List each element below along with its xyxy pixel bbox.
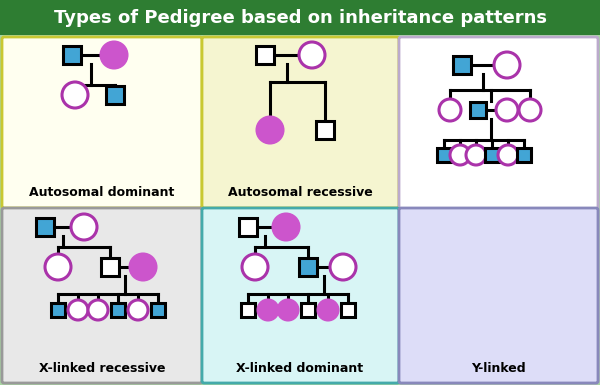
FancyBboxPatch shape (2, 208, 202, 383)
Bar (437, 148, 451, 162)
Circle shape (494, 52, 520, 78)
Circle shape (258, 300, 278, 320)
Circle shape (278, 300, 298, 320)
Circle shape (330, 254, 356, 280)
Circle shape (450, 145, 470, 165)
Circle shape (242, 254, 268, 280)
Circle shape (45, 254, 71, 280)
Bar (111, 303, 125, 317)
Circle shape (130, 254, 156, 280)
Bar (316, 121, 334, 139)
Bar (341, 303, 355, 317)
Bar (517, 148, 531, 162)
FancyBboxPatch shape (2, 37, 202, 208)
Circle shape (496, 99, 518, 121)
Circle shape (128, 300, 148, 320)
FancyBboxPatch shape (202, 208, 399, 383)
Bar (485, 148, 499, 162)
Text: Autosomal recessive: Autosomal recessive (227, 186, 373, 199)
Circle shape (299, 42, 325, 68)
FancyBboxPatch shape (202, 37, 399, 208)
Circle shape (62, 82, 88, 108)
Bar (299, 258, 317, 276)
Bar (36, 218, 54, 236)
Circle shape (466, 145, 486, 165)
Text: Y-linked: Y-linked (470, 362, 526, 375)
Text: Types of Pedigree based on inheritance patterns: Types of Pedigree based on inheritance p… (53, 9, 547, 27)
Circle shape (519, 99, 541, 121)
Text: X-linked recessive: X-linked recessive (39, 362, 165, 375)
Circle shape (88, 300, 108, 320)
Bar (101, 258, 119, 276)
Bar (239, 218, 257, 236)
Bar (51, 303, 65, 317)
FancyBboxPatch shape (399, 37, 598, 383)
Circle shape (257, 117, 283, 143)
Bar (241, 303, 255, 317)
Circle shape (101, 42, 127, 68)
Circle shape (273, 214, 299, 240)
Bar (151, 303, 165, 317)
Bar (106, 86, 124, 104)
Circle shape (498, 145, 518, 165)
Bar (453, 56, 471, 74)
Text: Autosomal dominant: Autosomal dominant (29, 186, 175, 199)
Bar (0, 0, 600, 35)
Circle shape (68, 300, 88, 320)
Bar (256, 46, 274, 64)
Circle shape (318, 300, 338, 320)
FancyBboxPatch shape (399, 208, 598, 383)
Bar (301, 303, 315, 317)
Circle shape (439, 99, 461, 121)
Text: X-linked dominant: X-linked dominant (236, 362, 364, 375)
Bar (470, 102, 486, 118)
Bar (63, 46, 81, 64)
Circle shape (71, 214, 97, 240)
